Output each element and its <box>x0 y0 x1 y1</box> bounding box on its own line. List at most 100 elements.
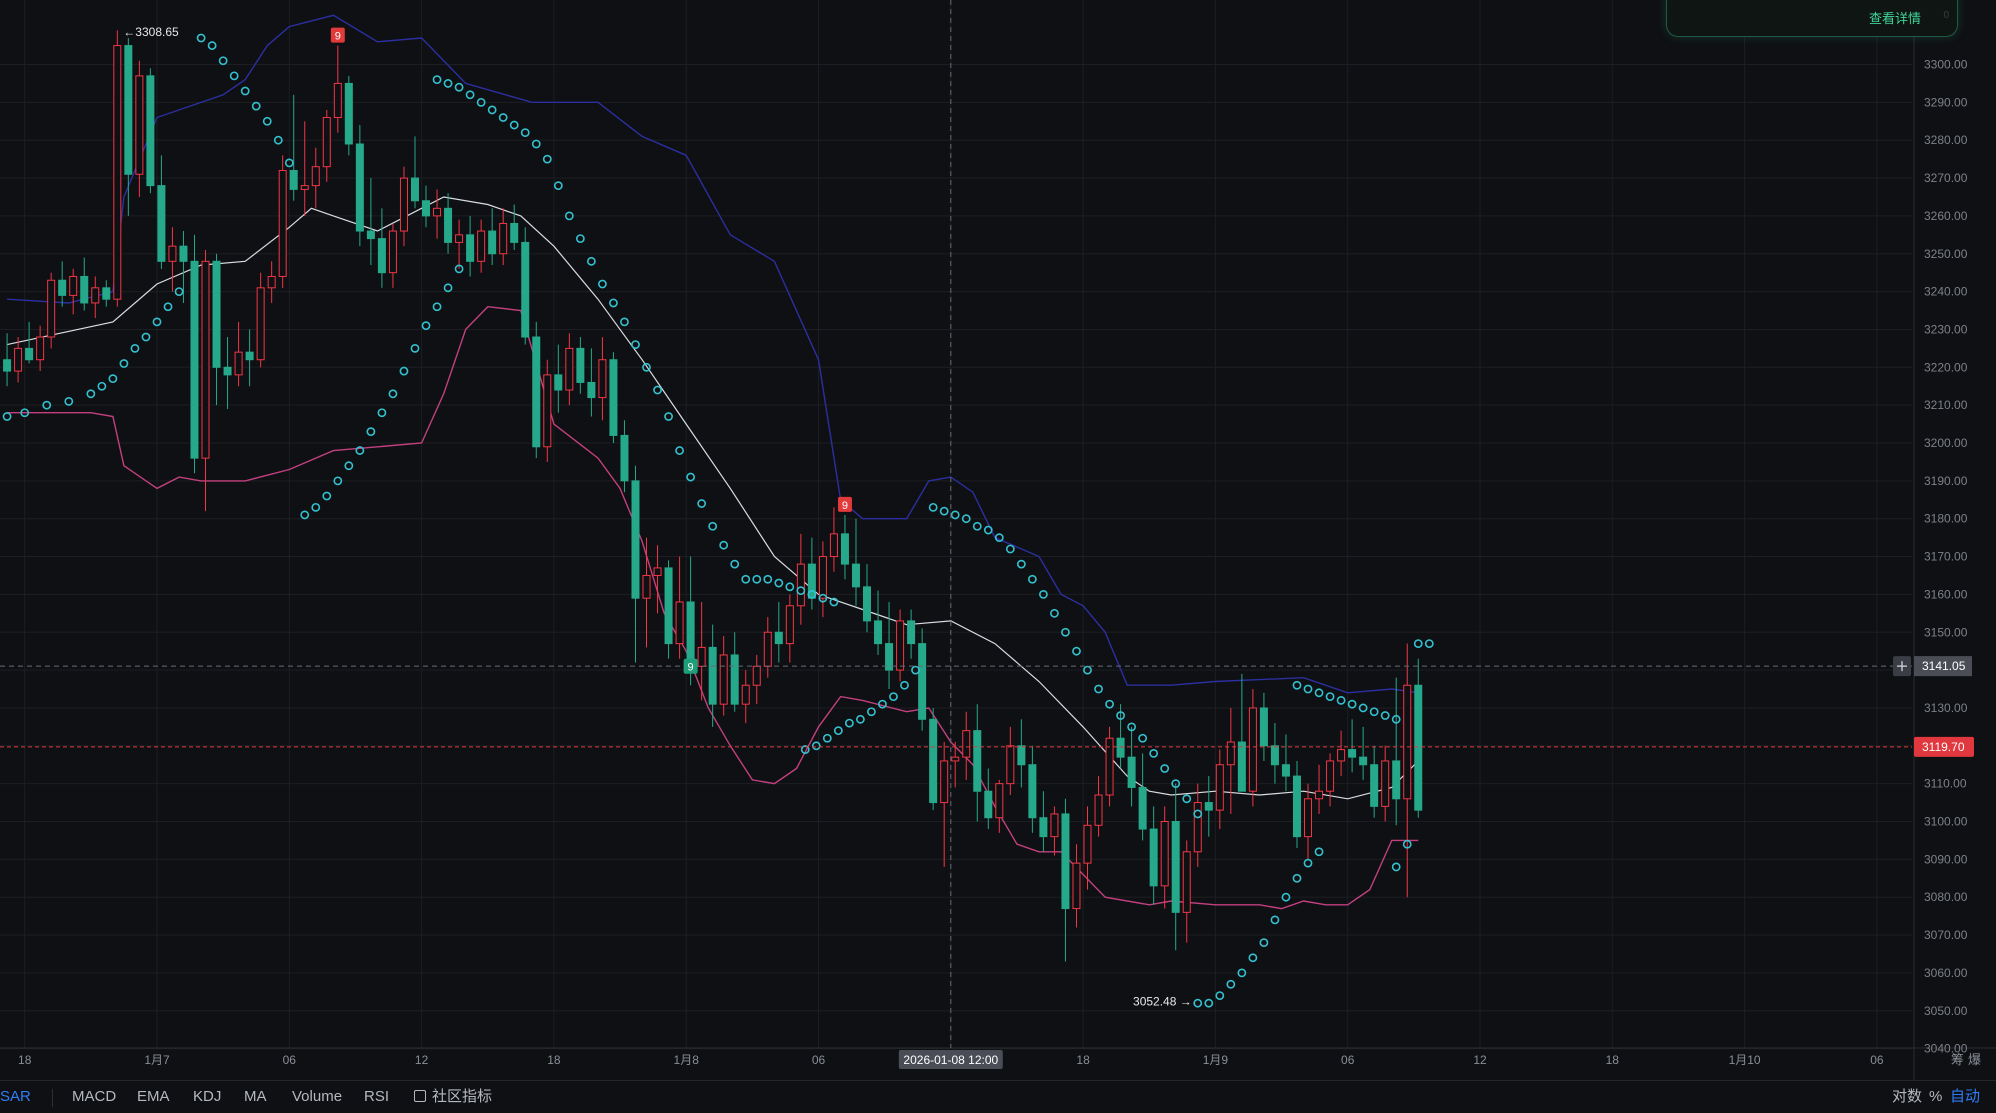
candle-body <box>554 374 563 391</box>
candle <box>642 537 651 648</box>
sar-dot <box>487 105 497 115</box>
candle-body <box>763 631 772 667</box>
axis-corner-label: 筹 爆 <box>1951 1052 1981 1068</box>
sar-dot <box>928 502 938 512</box>
candle <box>1403 643 1412 898</box>
sar-dot <box>774 578 784 588</box>
candle <box>422 185 431 228</box>
candle-body <box>1138 786 1147 830</box>
time-tick-label: 1月10 <box>1729 1053 1761 1067</box>
sar-dot <box>586 256 596 266</box>
candle <box>984 768 993 830</box>
sar-dot <box>796 586 806 596</box>
price-tick-label: 3180.00 <box>1924 512 1968 526</box>
sar-dot <box>432 75 442 85</box>
candle-body <box>631 480 640 599</box>
sar-dot <box>972 521 982 531</box>
candle <box>697 601 706 701</box>
sar-dot <box>575 234 585 244</box>
candle <box>521 227 530 345</box>
sar-dot <box>196 33 206 43</box>
candle <box>1248 689 1257 807</box>
price-tick-label: 3190.00 <box>1924 474 1968 488</box>
candle <box>962 711 971 780</box>
candle-body <box>874 620 883 645</box>
price-tick-label: 3130.00 <box>1924 701 1968 715</box>
candle-body <box>69 275 78 296</box>
indicator-macd[interactable]: MACD <box>72 1088 117 1105</box>
view-details-button[interactable]: 查看详情 <box>1868 11 1921 26</box>
candle <box>1226 707 1235 814</box>
community-indicators-button[interactable]: 社区指标 <box>414 1081 492 1113</box>
candlestick-chart[interactable]: 9 9 9 ←3308.65 3052.48 → 3300.00 3290.00 3280.0… <box>0 0 1996 1080</box>
candle-body <box>157 185 166 262</box>
candle <box>631 465 640 663</box>
candle-body <box>851 563 860 588</box>
candle-body <box>1392 760 1401 800</box>
candle-body <box>1094 794 1103 826</box>
candle-body <box>234 351 243 376</box>
sar-dot <box>262 116 272 126</box>
candle <box>322 109 331 182</box>
candle <box>874 590 883 655</box>
auto-scale-toggle[interactable]: 自动 <box>1950 1088 1981 1105</box>
candle-body <box>863 586 872 622</box>
candle <box>146 68 155 194</box>
candle <box>1094 776 1103 837</box>
sar-dot <box>1248 953 1258 963</box>
sar-dot <box>311 502 321 512</box>
indicator-ma[interactable]: MA <box>244 1088 267 1105</box>
candle-body <box>984 790 993 819</box>
candle-body <box>146 75 155 187</box>
sar-dot <box>1027 574 1037 584</box>
candle <box>3 333 12 387</box>
candle-body <box>311 166 320 187</box>
candle-body <box>973 730 982 792</box>
sar-dot <box>686 472 696 482</box>
candle <box>1017 719 1026 788</box>
signal-label: 9 <box>688 662 694 674</box>
crosshair-price-tag: 3141.05 <box>1893 656 1972 677</box>
candle <box>168 227 177 292</box>
candle-body <box>499 222 508 255</box>
candle <box>69 268 78 315</box>
candle <box>785 594 794 663</box>
candle-body <box>752 665 761 686</box>
sar-dot <box>498 113 508 122</box>
indicator-sar[interactable]: SAR <box>0 1088 31 1105</box>
candle <box>289 94 298 201</box>
sar-dot <box>542 154 552 164</box>
sar-dot <box>1402 839 1412 849</box>
price-tick-label: 3060.00 <box>1924 966 1968 980</box>
sar-dot <box>811 741 821 751</box>
sar-dot <box>119 359 129 368</box>
candle <box>1028 745 1037 833</box>
candle <box>1171 783 1180 951</box>
sell-signal-marker: 9 <box>330 27 345 43</box>
indicator-rsi[interactable]: RSI <box>364 1088 390 1105</box>
candle <box>796 533 805 625</box>
sar-dot <box>388 389 398 399</box>
candle <box>918 628 927 731</box>
signal-badge <box>837 496 852 512</box>
indicator-ema[interactable]: EMA <box>137 1088 170 1105</box>
candle <box>455 219 464 269</box>
percent-scale-toggle[interactable]: % <box>1929 1088 1943 1105</box>
candle-body <box>940 760 949 804</box>
sar-dot <box>141 332 151 342</box>
candle-body <box>1281 764 1290 777</box>
candle-body <box>587 381 596 399</box>
sar-dot <box>284 158 294 168</box>
log-scale-toggle[interactable]: 对数 <box>1892 1088 1923 1105</box>
candle-body <box>1215 764 1224 811</box>
sar-dot <box>1314 688 1324 698</box>
price-tick-label: 3260.00 <box>1924 209 1968 223</box>
sar-dot <box>2 412 12 421</box>
candle-body <box>410 177 419 202</box>
indicator-volume[interactable]: Volume <box>292 1088 343 1105</box>
sar-dot <box>983 525 993 535</box>
last-price-tag: 3119.70 <box>1914 736 1974 757</box>
indicator-kdj[interactable]: KDJ <box>193 1088 222 1105</box>
sar-dot <box>64 396 74 406</box>
